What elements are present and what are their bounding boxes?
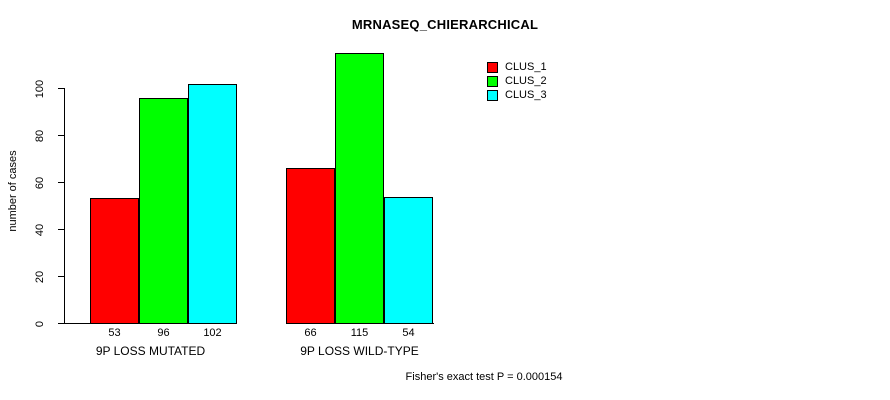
bar-group1-clus3 <box>188 84 237 324</box>
bar-value-label-group2-clus3: 54 <box>402 327 415 339</box>
bar-value-label-group1-clus1: 53 <box>108 327 121 339</box>
bar-group2-clus3 <box>384 197 433 324</box>
legend-item-clus-2: CLUS_2 <box>487 74 547 88</box>
y-axis-tick-label-60: 60 <box>34 176 46 190</box>
bar-group1-clus2 <box>139 98 188 324</box>
legend-label-clus-3: CLUS_3 <box>505 88 547 101</box>
y-axis-line <box>64 88 65 324</box>
bar-value-label-group1-clus3: 102 <box>203 327 222 339</box>
legend-item-clus-3: CLUS_3 <box>487 88 547 102</box>
legend-item-clus-1: CLUS_1 <box>487 60 547 74</box>
y-axis-tick-80 <box>58 135 64 136</box>
bar-value-label-group2-clus2: 115 <box>350 327 369 339</box>
x-axis-category-label-1: 9P LOSS MUTATED <box>95 344 206 358</box>
y-axis-tick-0 <box>58 323 64 324</box>
x-axis-baseline-group1 <box>64 323 237 324</box>
bar-group1-clus1 <box>90 198 139 324</box>
y-axis-tick-label-40: 40 <box>34 223 46 237</box>
y-axis-tick-20 <box>58 276 64 277</box>
y-axis-tick-label-100: 100 <box>34 79 46 99</box>
statistical-annotation: Fisher's exact test P = 0.000154 <box>0 371 890 383</box>
y-axis-title: number of cases <box>7 150 19 232</box>
legend-swatch-clus-3-icon <box>487 89 498 101</box>
bar-group2-clus1 <box>286 168 335 324</box>
y-axis-tick-60 <box>58 182 64 183</box>
legend-swatch-clus-1-icon <box>487 61 498 73</box>
y-axis-tick-label-20: 20 <box>34 270 46 284</box>
y-axis-tick-100 <box>58 88 64 89</box>
y-axis-tick-40 <box>58 229 64 230</box>
legend-swatch-clus-2-icon <box>487 75 498 87</box>
x-axis-category-label-2: 9P LOSS WILD-TYPE <box>300 344 419 358</box>
bar-value-label-group1-clus2: 96 <box>157 327 170 339</box>
y-axis-tick-label-0: 0 <box>34 320 46 328</box>
bar-value-label-group2-clus1: 66 <box>304 327 317 339</box>
legend-label-clus-1: CLUS_1 <box>505 60 547 73</box>
bar-group2-clus2 <box>335 53 384 324</box>
statistical-annotation-text: Fisher's exact test P = 0.000154 <box>405 371 563 383</box>
legend: CLUS_1 CLUS_2 CLUS_3 <box>487 60 547 102</box>
x-axis-baseline-group2 <box>286 323 434 324</box>
y-axis-tick-label-80: 80 <box>34 129 46 143</box>
page-title: MRNASEQ_CHIERARCHICAL <box>351 17 539 32</box>
legend-label-clus-2: CLUS_2 <box>505 74 547 87</box>
